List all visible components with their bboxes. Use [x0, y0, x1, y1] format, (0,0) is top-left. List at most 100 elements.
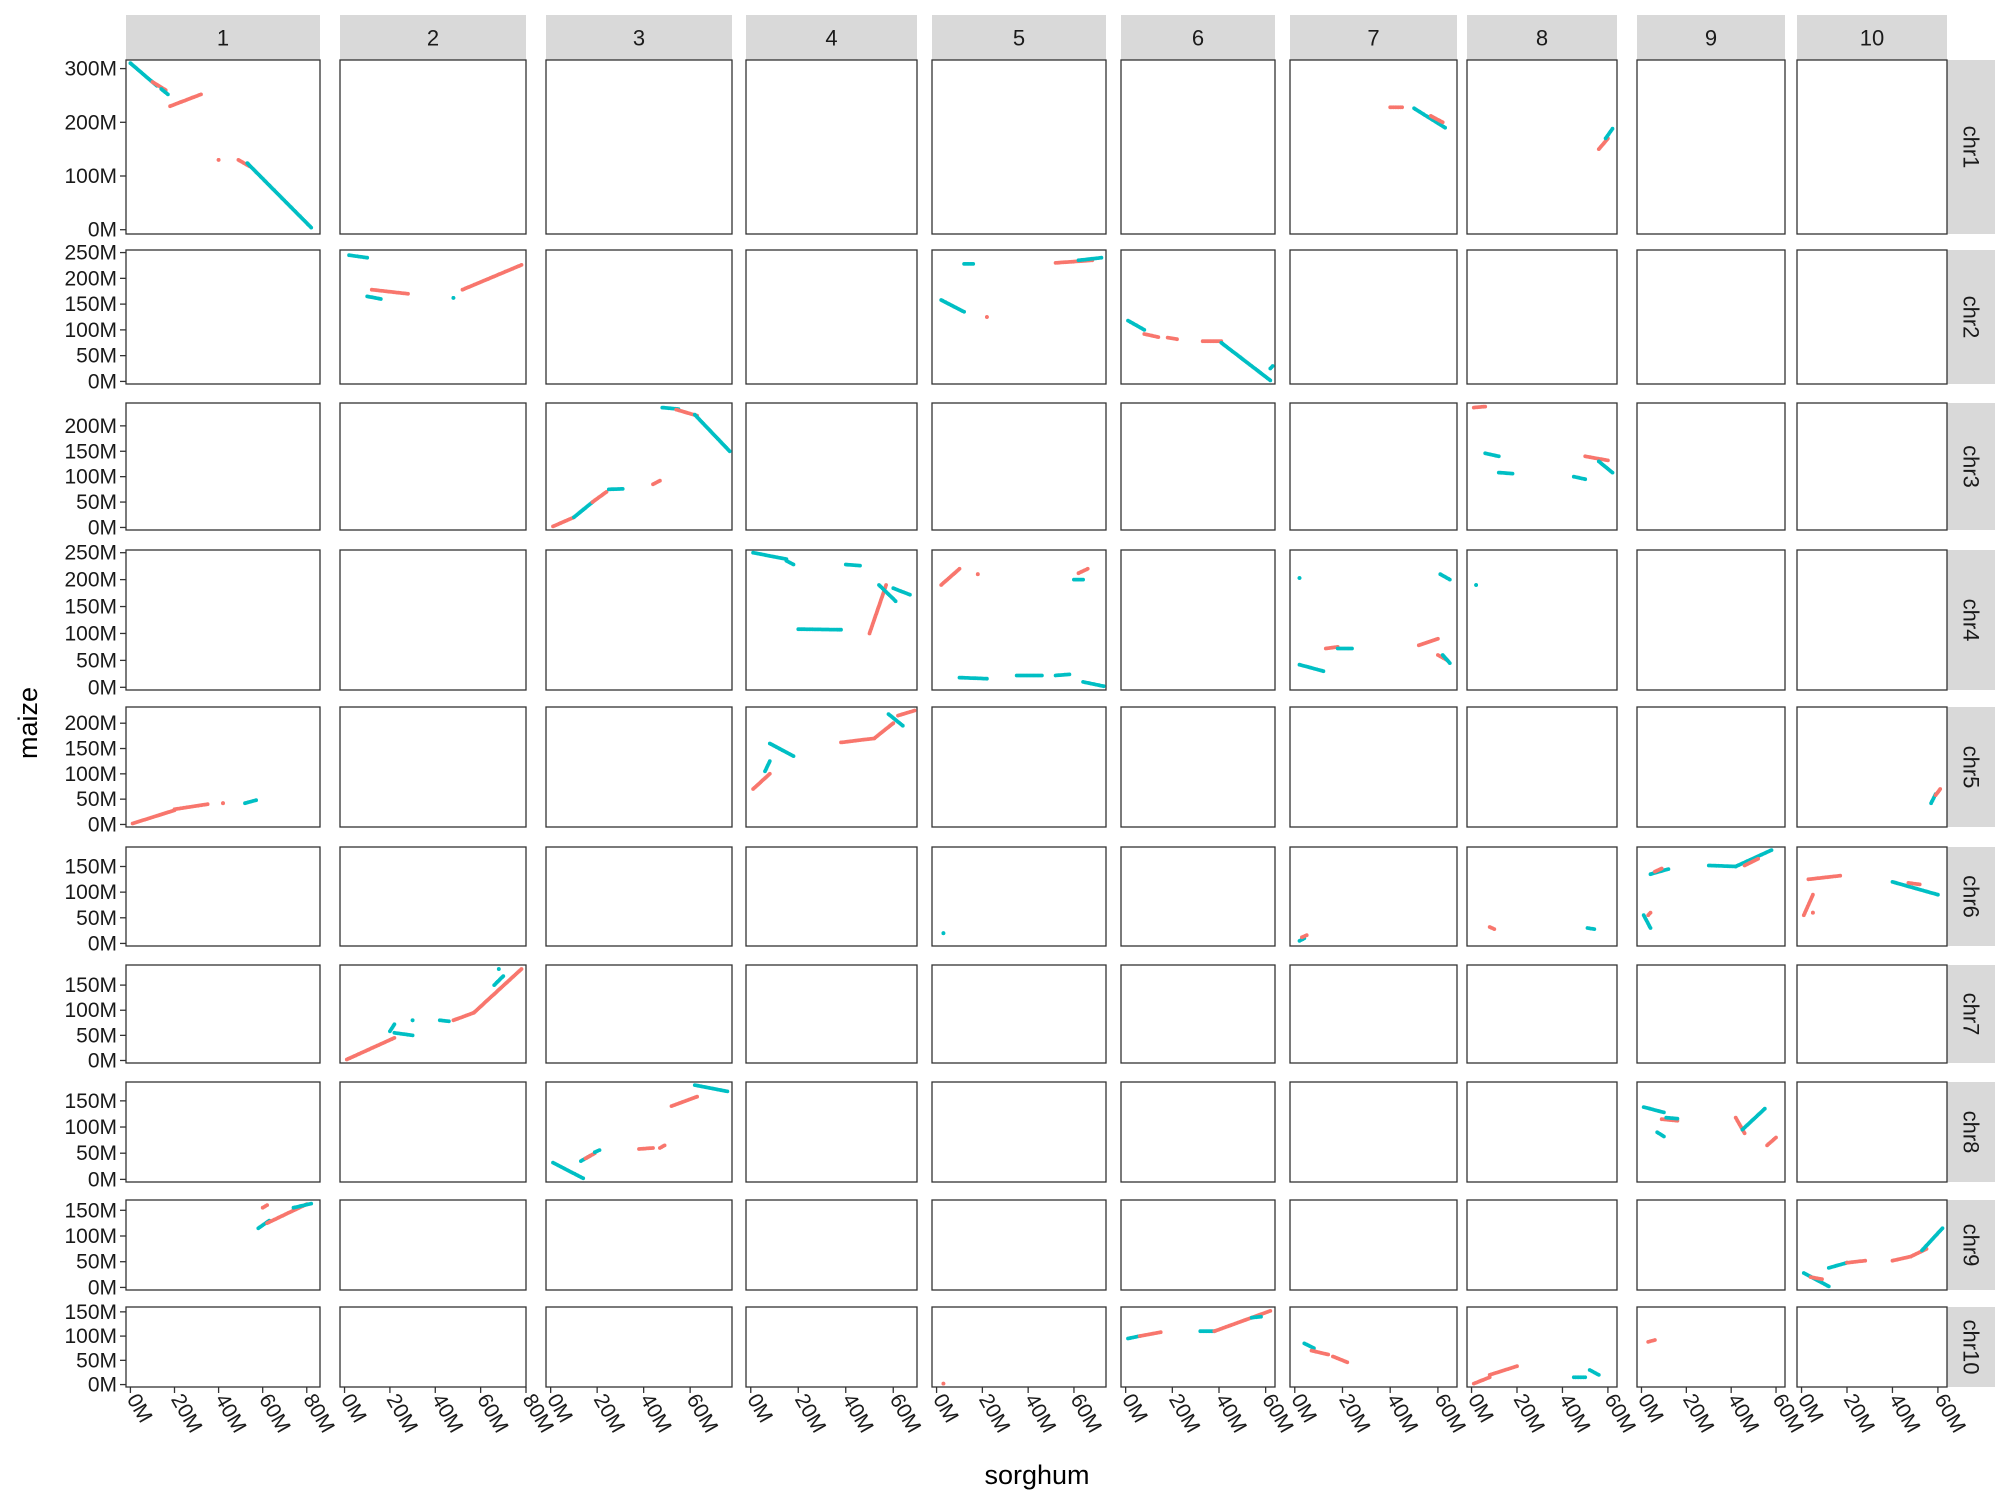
data-point: [620, 487, 625, 491]
row-strip-label: chr8: [1959, 1111, 1984, 1154]
data-point: [1662, 1134, 1666, 1139]
y-tick-label: 100M: [64, 1225, 117, 1248]
data-point: [1085, 566, 1090, 571]
data-point: [1774, 1135, 1778, 1140]
y-tick-label: 150M: [64, 596, 117, 619]
data-point: [1474, 583, 1478, 587]
x-tick-label: 60M: [1600, 1390, 1640, 1437]
panel: [1466, 402, 1618, 531]
data-point: [392, 1022, 397, 1027]
y-axis-title: maize: [13, 687, 43, 759]
panel: [125, 1081, 321, 1183]
y-tick-label: 0M: [88, 370, 117, 393]
row-strip: [1947, 403, 1995, 530]
y-tick-label: 50M: [76, 1142, 117, 1165]
data-point: [221, 801, 225, 806]
panel: [545, 249, 733, 385]
x-tick-label: 40M: [837, 1390, 877, 1437]
x-tick-label: 60M: [885, 1390, 925, 1437]
data-point: [1510, 471, 1515, 476]
panel: [125, 249, 321, 385]
panel: [1466, 249, 1618, 385]
panel: [745, 59, 918, 235]
panel: [1636, 1199, 1786, 1291]
column-strip: [1121, 15, 1275, 60]
panel: [931, 846, 1107, 947]
data-point: [1515, 1364, 1519, 1369]
data-point: [1606, 458, 1610, 463]
panel: [339, 1081, 527, 1183]
column-strip: [1467, 15, 1617, 60]
panel: [1289, 1081, 1458, 1183]
x-tick-label: 20M: [1509, 1390, 1549, 1437]
panel: [1120, 249, 1276, 385]
panel: [339, 1199, 527, 1291]
y-tick-label: 50M: [76, 649, 117, 672]
y-tick-label: 100M: [64, 881, 117, 904]
row-strip: [1947, 1307, 1995, 1387]
panel: [1796, 846, 1948, 947]
column-strip-label: 5: [1013, 26, 1025, 51]
data-point: [1156, 335, 1161, 339]
panel: [1636, 59, 1786, 235]
data-point: [893, 599, 898, 604]
y-tick-label: 100M: [64, 466, 117, 489]
column-strip-label: 1: [217, 26, 229, 51]
y-tick-label: 250M: [64, 242, 117, 265]
panel: [1120, 402, 1276, 531]
panel: [545, 1081, 733, 1183]
data-point: [519, 263, 524, 267]
y-tick-label: 100M: [64, 319, 117, 342]
panel: [1466, 1081, 1618, 1183]
y-tick-label: 150M: [64, 1199, 117, 1222]
y-tick-label: 150M: [64, 855, 117, 878]
x-tick-label: 40M: [635, 1390, 675, 1437]
panel: [1466, 59, 1618, 235]
panel: [1466, 964, 1618, 1064]
panel: [931, 59, 1107, 235]
panel: [745, 964, 918, 1064]
panel: [339, 549, 527, 691]
panel: [1636, 549, 1786, 691]
y-tick-label: 150M: [64, 440, 117, 463]
x-tick-label: 60M: [1066, 1390, 1106, 1437]
panel: [745, 249, 918, 385]
column-strip-label: 8: [1536, 26, 1548, 51]
y-tick-label: 300M: [64, 58, 117, 81]
data-point: [858, 563, 862, 568]
data-point: [1936, 892, 1940, 897]
column-strip: [126, 15, 320, 60]
data-point: [1653, 1338, 1657, 1342]
data-point: [597, 1148, 602, 1152]
data-point: [1400, 105, 1404, 110]
row-strip-label: chr1: [1959, 126, 1984, 169]
data-point: [1583, 477, 1588, 482]
row-strip-label: chr9: [1959, 1224, 1984, 1267]
data-point: [1662, 1110, 1666, 1115]
column-strip-label: 6: [1192, 26, 1204, 51]
data-point: [725, 1089, 730, 1094]
x-tick-label: 20M: [589, 1390, 629, 1437]
panel: [931, 249, 1107, 385]
data-point: [975, 572, 980, 577]
data-point: [447, 1019, 451, 1024]
panel: [1796, 1199, 1948, 1291]
data-point: [1158, 1330, 1163, 1335]
data-point: [265, 1203, 269, 1207]
data-point: [581, 1176, 586, 1181]
panel: [545, 59, 733, 235]
data-point: [365, 255, 370, 260]
data-point: [1175, 337, 1179, 342]
panel: [339, 706, 527, 828]
row-strip: [1947, 60, 1995, 234]
data-point: [410, 1018, 415, 1023]
panel: [1796, 706, 1948, 828]
y-tick-label: 100M: [64, 999, 117, 1022]
y-tick-label: 100M: [64, 165, 117, 188]
data-point: [791, 562, 796, 567]
column-strip-label: 9: [1705, 26, 1717, 51]
row-strip: [1947, 1082, 1995, 1182]
x-tick-label: 80M: [298, 1390, 338, 1437]
row-strip: [1947, 965, 1995, 1063]
x-tick-label: 0M: [336, 1390, 371, 1427]
